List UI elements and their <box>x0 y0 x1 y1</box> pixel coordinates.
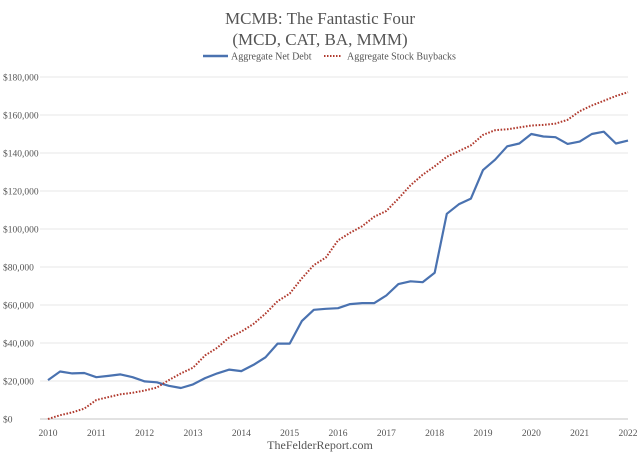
x-tick-label: 2021 <box>570 429 589 439</box>
chart-subtitle: (MCD, CAT, BA, MMM) <box>232 30 407 49</box>
chart-title: MCMB: The Fantastic Four <box>225 9 415 28</box>
y-tick-label: $160,000 <box>3 111 39 122</box>
x-tick-label: 2010 <box>39 429 58 439</box>
legend-label-buybacks: Aggregate Stock Buybacks <box>347 52 456 63</box>
y-tick-label: $100,000 <box>3 225 39 236</box>
legend: Aggregate Net Debt Aggregate Stock Buyba… <box>203 52 456 63</box>
y-tick-label: $40,000 <box>3 339 34 350</box>
x-axis: 2010 2011 2012 2013 2014 2015 2016 2017 2018 2019… <box>39 429 638 439</box>
series-line-buybacks <box>47 91 629 420</box>
x-tick-label: 2019 <box>474 429 493 439</box>
x-tick-label: 2015 <box>280 429 299 439</box>
gridlines <box>40 76 628 420</box>
y-axis: $0 $20,000 $40,000 $60,000 $80,000 $100,000 $1… <box>3 73 39 426</box>
x-tick-label: 2018 <box>425 429 444 439</box>
y-tick-label: $80,000 <box>3 263 34 274</box>
y-tick-label: $20,000 <box>3 377 34 388</box>
x-tick-label: 2022 <box>619 429 638 439</box>
x-tick-label: 2017 <box>377 429 396 439</box>
series-line-net-debt <box>47 130 629 390</box>
source-label: TheFelderReport.com <box>267 438 373 452</box>
x-tick-label: 2011 <box>87 429 106 439</box>
series-lines <box>47 91 629 420</box>
x-tick-label: 2014 <box>232 429 251 439</box>
y-tick-label: $180,000 <box>3 73 39 84</box>
legend-label-net-debt: Aggregate Net Debt <box>231 52 312 63</box>
y-tick-label: $60,000 <box>3 301 34 312</box>
x-tick-label: 2013 <box>184 429 203 439</box>
y-tick-label: $120,000 <box>3 187 39 198</box>
x-tick-label: 2020 <box>522 429 541 439</box>
x-tick-label: 2012 <box>135 429 154 439</box>
y-tick-label: $0 <box>3 415 13 426</box>
y-tick-label: $140,000 <box>3 149 39 160</box>
x-tick-label: 2016 <box>329 429 348 439</box>
